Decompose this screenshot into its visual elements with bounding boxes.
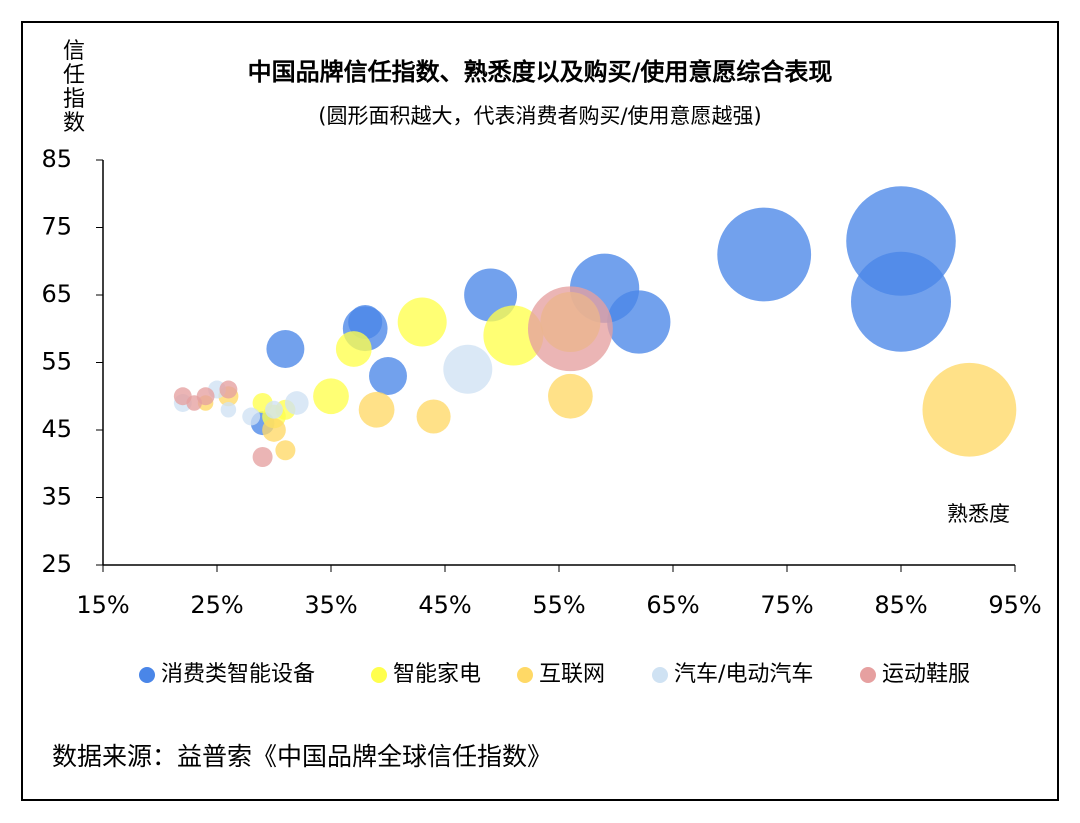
x-tick-label: 15%: [76, 591, 129, 619]
bubble: [369, 357, 407, 395]
bubble: [266, 330, 305, 368]
bubble: [284, 391, 309, 415]
y-axis-label: 信任指数: [62, 39, 85, 136]
bubble: [313, 378, 349, 415]
bubble: [548, 373, 593, 419]
bubble: [335, 331, 372, 367]
chart-subtitle: (圆形面积越大，代表消费者购买/使用意愿越强): [318, 104, 761, 128]
legend-label: 智能家电: [393, 662, 481, 687]
legend-label: 互联网: [539, 662, 605, 687]
source: 数据来源：益普索《中国品牌全球信任指数》: [52, 742, 552, 771]
y-tick-label: 85: [41, 145, 72, 173]
y-tick-label: 75: [41, 213, 72, 241]
bubble: [851, 251, 951, 352]
bubble: [416, 399, 451, 434]
frame: [21, 21, 1059, 801]
legend-marker: [652, 667, 668, 683]
x-tick-label: 75%: [760, 591, 813, 619]
bubble: [348, 304, 383, 340]
bubble: [483, 305, 544, 366]
x-tick-label: 95%: [988, 591, 1041, 619]
bubble: [717, 207, 812, 302]
y-tick-label: 35: [41, 483, 72, 511]
x-tick-label: 55%: [532, 591, 585, 619]
legend-marker: [517, 667, 533, 683]
y-tick-label: 45: [41, 415, 72, 443]
bubble: [186, 395, 202, 411]
bubble: [242, 407, 261, 426]
x-tick-label: 85%: [874, 591, 927, 619]
x-axis-label: 熟悉度: [947, 502, 1010, 526]
bubble: [397, 297, 447, 347]
y-tick-label: 55: [41, 348, 72, 376]
legend-label: 汽车/电动汽车: [674, 662, 813, 687]
bubble: [527, 286, 613, 372]
y-tick-label: 25: [41, 550, 72, 578]
bubble: [265, 400, 283, 419]
legend-label: 运动鞋服: [882, 662, 970, 687]
x-tick-label: 65%: [646, 591, 699, 619]
bubble: [262, 418, 286, 442]
legend-marker: [371, 667, 387, 683]
legend-label: 消费类智能设备: [161, 662, 315, 687]
bubble: [219, 380, 238, 399]
legend-marker: [860, 667, 876, 683]
bubble: [922, 362, 1017, 457]
bubble: [252, 447, 273, 467]
bubble: [220, 402, 237, 418]
bubble: [443, 344, 493, 394]
bubble: [358, 391, 395, 428]
x-tick-label: 25%: [190, 591, 243, 619]
x-tick-label: 35%: [304, 591, 357, 619]
y-tick-label: 65: [41, 280, 72, 308]
chart-title: 中国品牌信任指数、熟悉度以及购买/使用意愿综合表现: [248, 58, 833, 86]
x-tick-label: 45%: [418, 591, 471, 619]
bubble: [607, 290, 671, 354]
bubble: [275, 440, 296, 461]
legend-marker: [139, 667, 155, 683]
